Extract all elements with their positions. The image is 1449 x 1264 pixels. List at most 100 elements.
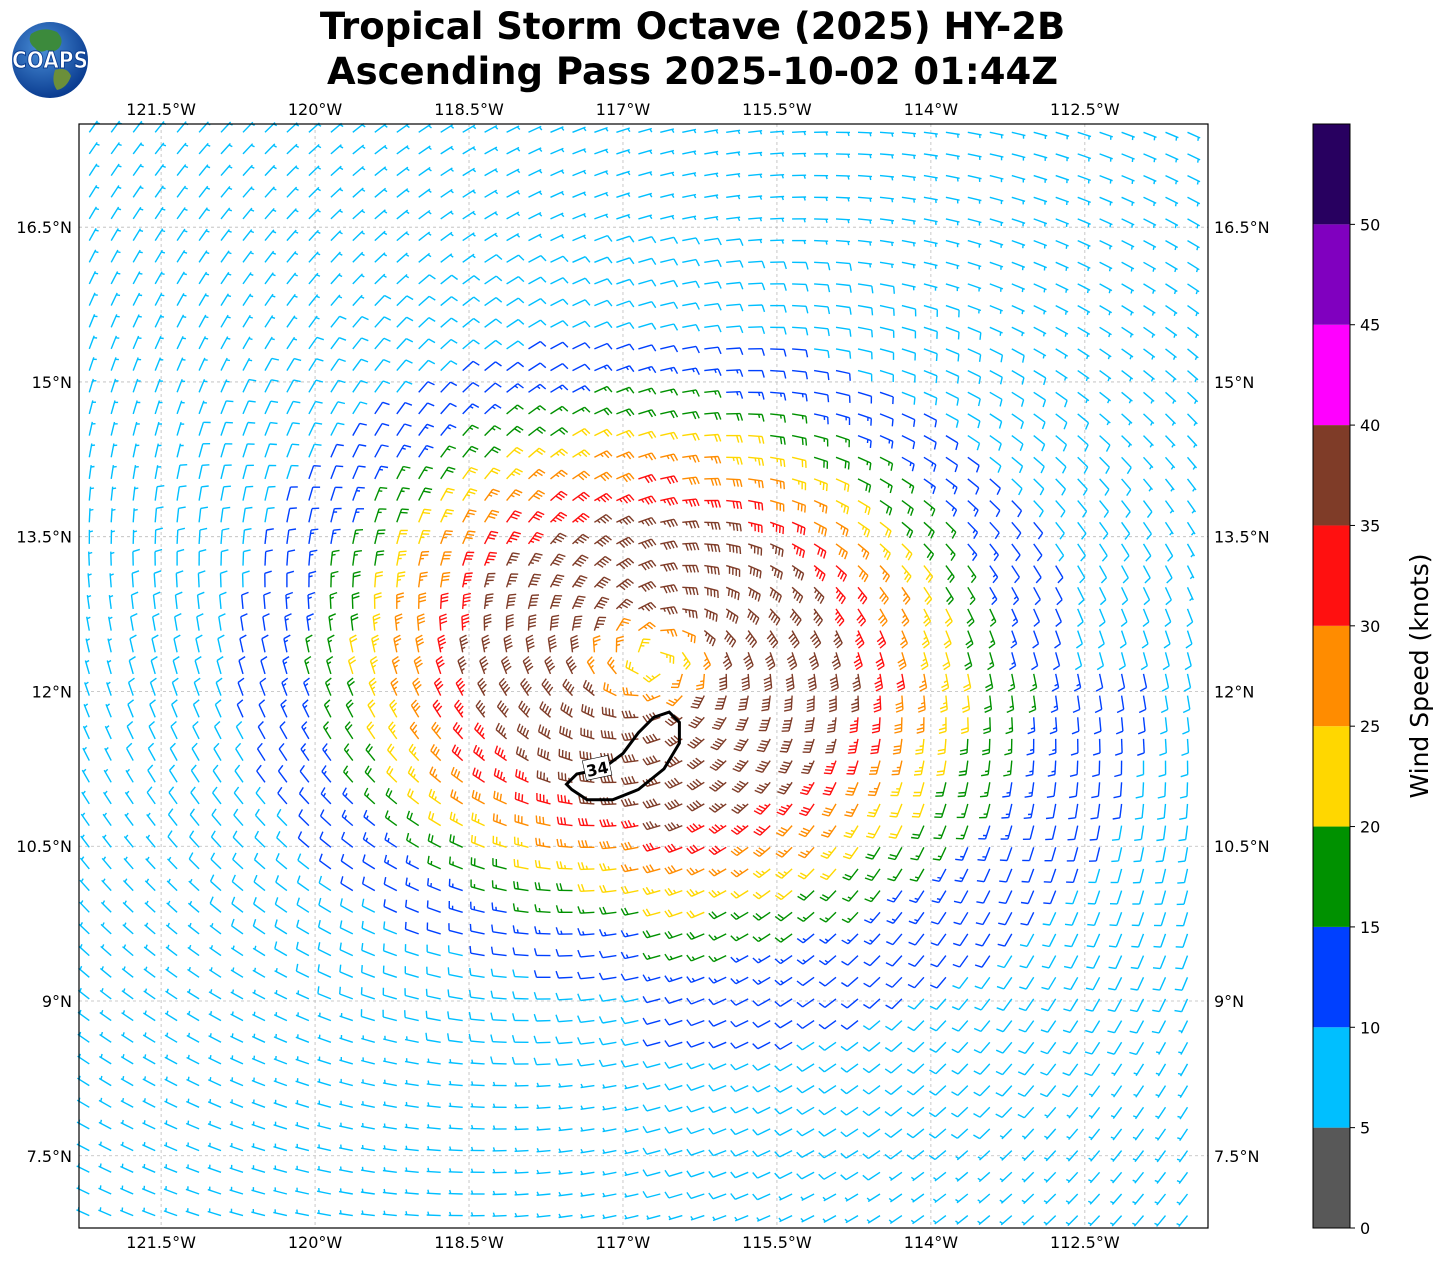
wind-barb [404,966,419,978]
wind-barb [730,1106,749,1114]
wind-barb [534,904,551,913]
wind-barb [1178,1041,1189,1055]
wind-barb [253,852,266,870]
wind-barb [1107,1020,1123,1034]
wind-barb [906,1150,925,1160]
wind-barb [448,1124,463,1130]
wind-barb [1044,1106,1057,1119]
wind-barb [490,1034,507,1043]
wind-barb [1107,998,1123,1012]
wind-barb [187,922,200,935]
wind-barb [511,1035,529,1044]
wind-barb [932,1215,947,1225]
wind-barb [577,840,595,848]
wind-barb [708,845,727,856]
wind-barb [189,830,200,848]
colorbar-segment [1313,425,1350,526]
wind-barb [1087,890,1101,905]
wind-barb [513,881,529,892]
wind-barb [774,998,793,1007]
wind-barb [598,906,617,915]
x-tick-label-top: 112.5°W [1050,100,1120,119]
wind-barb [752,1171,771,1179]
wind-barb [534,859,551,870]
wind-barb [229,1121,244,1130]
wind-barb [1110,1128,1123,1141]
wind-barb [598,994,617,1002]
wind-barb [99,1053,112,1065]
wind-barb [884,1041,903,1053]
colorbar-tick-label: 50 [1360,215,1380,234]
wind-barb [906,1063,925,1074]
wind-barb [977,1193,991,1204]
wind-barb [1132,1150,1145,1163]
wind-barb [576,1058,595,1067]
wind-barb [295,1034,310,1043]
wind-barb [774,955,793,965]
wind-barb [580,1213,595,1219]
y-axis-left: 16.5°N 15°N 13.5°N 12°N 10.5°N 9°N 7.5°N [16,218,72,1166]
wind-barb [210,830,222,848]
wind-barb [360,987,376,1000]
wind-barb [405,877,419,892]
wind-barb [664,843,683,853]
wind-barb [230,945,244,957]
wind-barb [120,1075,134,1087]
wind-barb [842,890,859,902]
wind-barb [555,1058,573,1066]
wind-barb [752,911,771,921]
wind-barb [511,1056,529,1065]
wind-barb [624,1084,639,1090]
wind-barb [251,1143,266,1152]
wind-barb [426,1058,441,1065]
wind-barb [1129,1020,1145,1034]
wind-barb [642,930,661,939]
wind-barb [362,832,376,848]
wind-barb [933,1171,947,1182]
wind-barb [1155,1085,1167,1098]
wind-barb [297,831,310,848]
colorbar-tick-label: 35 [1360,516,1380,535]
wind-barb [144,900,156,913]
wind-barbs [76,120,1201,1228]
wind-barb [79,878,90,892]
wind-barb [1153,912,1167,927]
wind-barb [800,1214,815,1223]
wind-barb [708,976,727,984]
wind-barb [885,976,903,988]
wind-barb [686,997,705,1005]
wind-barb [1043,1193,1057,1205]
wind-barb [580,1083,595,1089]
wind-barb [470,879,485,892]
wind-barb [361,876,376,892]
wind-barb [955,1193,969,1204]
wind-barb [624,1193,639,1198]
wind-barb [361,1035,375,1043]
wind-barb [490,946,507,957]
wind-barb [120,1097,134,1108]
wind-barb [558,1213,573,1219]
wind-barb [229,1077,244,1087]
wind-barb [558,1191,573,1197]
wind-barb [930,955,947,968]
wind-barb [862,1085,881,1095]
wind-barb [448,1146,463,1152]
y-tick-label-right: 16.5°N [1214,218,1270,237]
wind-barb [753,846,771,857]
wind-barb [664,996,683,1004]
wind-barb [686,976,705,984]
x-tick-label-top: 120°W [288,100,343,119]
wind-barb [166,856,178,870]
wind-barb [558,1104,573,1110]
wind-barb [99,1031,112,1043]
wind-barb [888,1193,903,1203]
wind-barb [862,1128,881,1138]
wind-barb [999,1128,1013,1140]
wind-barb [1041,955,1057,969]
wind-barb [361,898,376,913]
wind-barb [470,1190,485,1195]
wind-barb [1084,1063,1101,1077]
wind-barb [185,1186,200,1195]
wind-barb [448,1058,463,1065]
wind-barb [1152,977,1167,991]
